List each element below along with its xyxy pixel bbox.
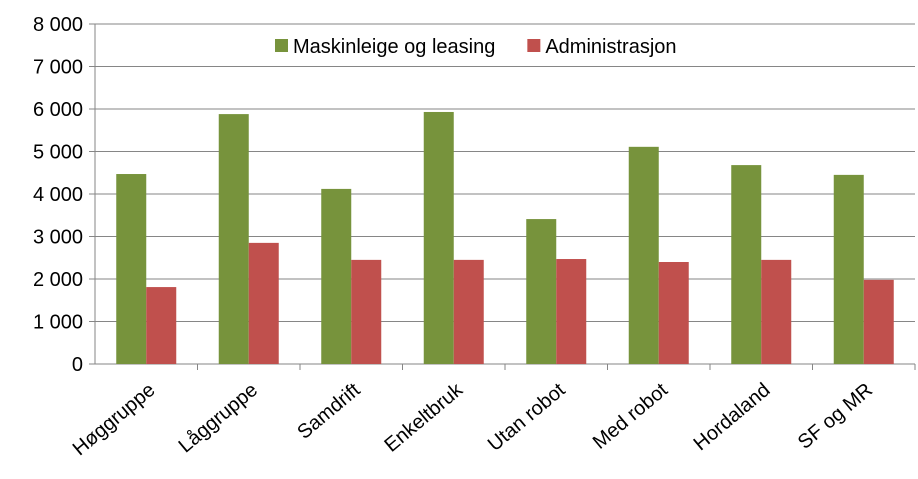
bar [248,242,279,364]
legend-swatch [527,39,541,52]
x-tick-label: Høggruppe [69,379,160,460]
bar [658,262,689,364]
bar [321,188,352,364]
bar [453,259,484,364]
x-tick-label: Låggruppe [175,379,262,457]
x-tick-label: Hordaland [690,379,775,455]
bar [731,165,762,364]
y-tick-label: 0 [72,354,83,376]
y-tick-label: 8 000 [33,14,83,36]
bar [761,259,792,364]
x-tick-label: Enkeltbruk [380,378,467,456]
bar [351,259,382,364]
x-tick-label: SF og MR [794,379,877,454]
x-tick-label: Samdrift [293,379,365,444]
legend-label: Maskinleige og leasing [293,36,495,58]
bar [526,219,557,364]
x-tick-label: Med robot [589,379,672,454]
y-tick-label: 7 000 [33,57,83,79]
bar [423,111,454,364]
bar [556,259,587,364]
bar [628,146,659,364]
y-tick-label: 6 000 [33,99,83,121]
bar [833,174,864,364]
y-tick-label: 3 000 [33,227,83,249]
bar [218,114,249,364]
y-tick-label: 5 000 [33,142,83,164]
y-tick-label: 4 000 [33,184,83,206]
y-tick-label: 2 000 [33,269,83,291]
legend-swatch [275,39,288,52]
y-tick-label: 1 000 [33,312,83,334]
bar [146,287,177,364]
bar [116,174,147,364]
x-tick-label: Utan robot [484,379,570,456]
legend-label: Administrasjon [545,36,676,58]
bar [863,279,894,364]
